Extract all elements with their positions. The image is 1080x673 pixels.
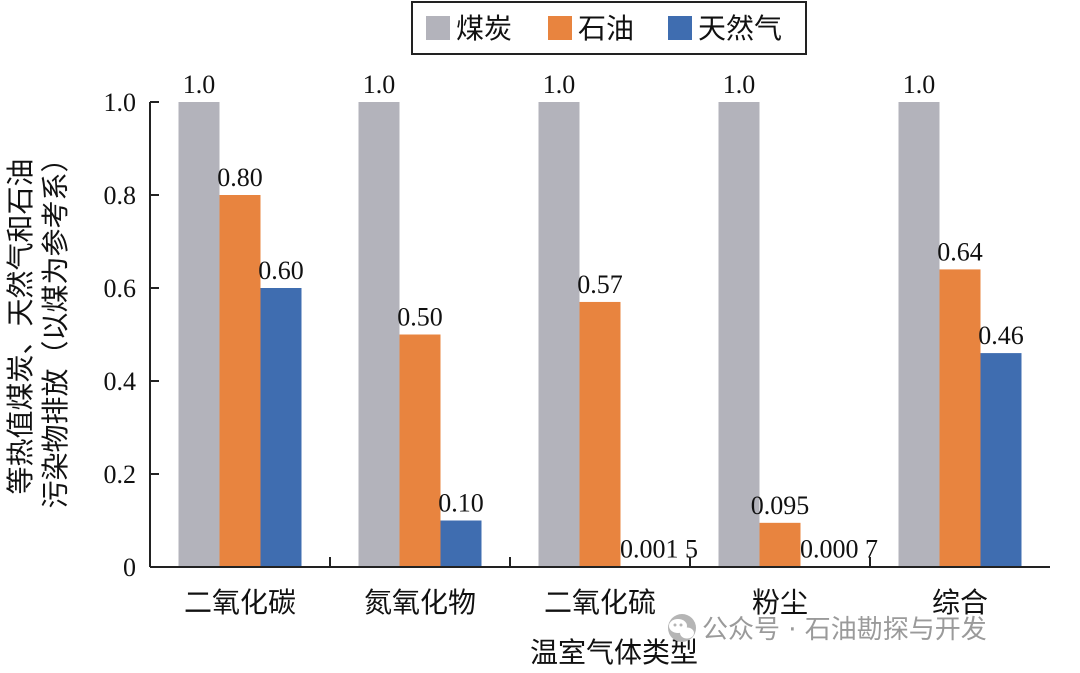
bar-1-3 [538,102,580,567]
axes-group: 0 0.2 0.4 0.6 0.8 1.0 二氧化碳 氮氧化物 二氧化硫 粉尘 综合 [104,88,1050,619]
y-tick-label: 0.4 [104,367,137,396]
data-label-1-3: 1.0 [543,70,576,99]
data-labels-group: 1.0 0.80 0.60 1.0 0.50 0.10 1.0 0.57 0.001 5 1.0 0… [183,70,1024,564]
data-label-3-2: 0.10 [438,489,484,518]
legend-label-1: 煤炭 [456,12,512,45]
y-axis-title-line: 等热值煤炭、天然气和石油 [4,158,37,494]
data-label-3-3: 0.001 5 [620,534,698,563]
bar-2-3 [579,301,621,567]
bar-1-4 [718,102,760,567]
x-tick-label: 二氧化碳 [184,586,296,619]
legend: 煤炭 石油 天然气 [411,1,807,55]
y-tick-label: 0.6 [104,274,137,303]
bars-group [178,102,1022,567]
data-label-2-5: 0.64 [937,237,983,266]
bar-1-1 [178,102,220,567]
data-label-3-5: 0.46 [978,321,1024,350]
legend-box [411,1,807,55]
bar-2-1 [219,195,261,567]
y-tick-label: 0 [123,553,136,582]
data-label-1-5: 1.0 [903,70,936,99]
wechat-icon [668,614,696,642]
y-tick-label: 1.0 [104,88,137,117]
y-axis-title: 等热值煤炭、天然气和石油 污染物排放（以煤为参考系） [4,144,72,508]
bar-1-2 [358,102,400,567]
bar-3-2 [440,520,482,567]
legend-label-2: 石油 [578,12,634,45]
data-label-2-3: 0.57 [577,270,623,299]
data-label-2-2: 0.50 [397,303,443,332]
bar-2-2 [399,334,441,567]
x-axis-title: 温室气体类型 [530,636,698,669]
data-label-3-1: 0.60 [258,256,304,285]
legend-swatch-1 [426,16,450,40]
legend-swatch-2 [548,16,572,40]
data-label-2-4: 0.095 [751,491,810,520]
bar-2-4 [759,522,801,567]
data-label-1-2: 1.0 [363,70,396,99]
data-label-2-1: 0.80 [217,163,263,192]
bar-3-1 [260,288,302,567]
data-label-1-4: 1.0 [723,70,756,99]
x-tick-label: 氮氧化物 [364,586,476,619]
data-label-3-4: 0.000 7 [800,535,878,564]
watermark-text: 公众号 · 石油勘探与开发 [702,615,987,645]
bar-2-5 [939,269,981,567]
x-tick-label: 粉尘 [752,586,808,619]
watermark: 公众号 · 石油勘探与开发 [668,614,987,645]
y-tick-label: 0.8 [104,181,137,210]
data-label-1-1: 1.0 [183,70,216,99]
bar-1-5 [898,102,940,567]
x-tick-label: 综合 [932,586,988,619]
y-axis-title-line: 污染物排放（以煤为参考系） [39,144,72,508]
bar-3-5 [980,353,1022,567]
legend-swatch-3 [668,16,692,40]
legend-label-3: 天然气 [698,12,782,45]
x-tick-label: 二氧化硫 [544,586,656,619]
y-tick-label: 0.2 [104,460,137,489]
